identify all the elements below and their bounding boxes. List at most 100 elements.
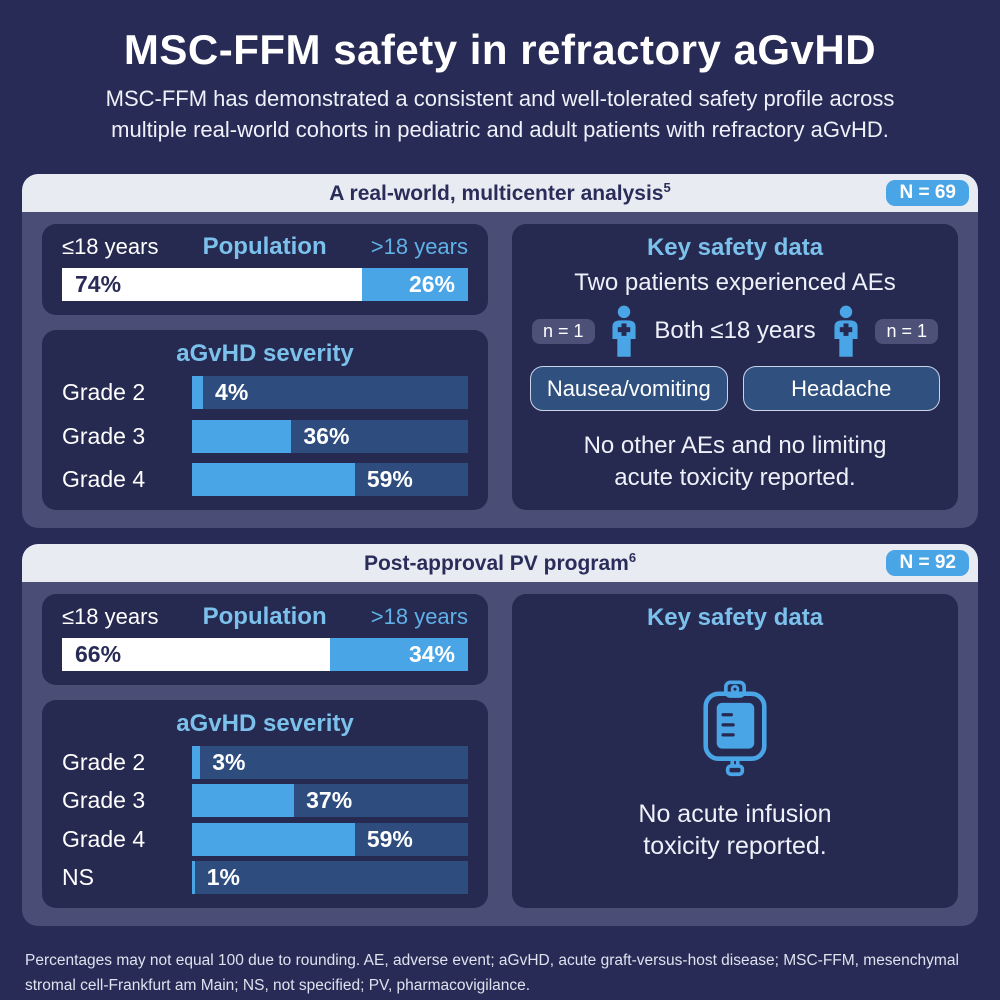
footnote: Percentages may not equal 100 due to rou… xyxy=(25,948,975,998)
population-bar-over18-segment: 26% xyxy=(362,268,468,301)
page-title: MSC-FFM safety in refractory aGvHD xyxy=(123,26,877,73)
panel-right-column: Key safety data Two patients experienced… xyxy=(512,224,958,510)
severity-bar-row: Grade 2 4% xyxy=(62,376,468,409)
severity-bar-track: 3% xyxy=(192,746,468,779)
panel-real-world-analysis: A real-world, multicenter analysis5 N = … xyxy=(22,174,978,528)
severity-bar-value: 1% xyxy=(206,863,240,890)
severity-bar-row: NS 1% xyxy=(62,860,468,894)
panel-title-superscript: 6 xyxy=(628,550,637,565)
severity-bar-track: 59% xyxy=(192,822,468,856)
iv-bag-icon-wrapper xyxy=(702,680,768,782)
population-over18-value: 34% xyxy=(408,641,455,667)
key-safety-note-line1: No other AEs and no limiting xyxy=(583,432,887,459)
panel-header: A real-world, multicenter analysis5 N = … xyxy=(22,174,978,212)
severity-title: aGvHD severity xyxy=(176,340,354,367)
population-card: ≤18 years Population >18 years 74% 26% xyxy=(42,224,488,315)
population-title: Population xyxy=(202,233,327,260)
severity-bar-fill xyxy=(192,784,295,818)
key-safety-note: No other AEs and no limiting acute toxic… xyxy=(584,430,887,498)
severity-grade-label: NS xyxy=(62,863,94,890)
population-bar-under18-segment: 66% xyxy=(62,638,330,671)
severity-bar-fill xyxy=(192,860,195,894)
patients-row: n = 1 Both ≤18 years xyxy=(530,305,940,357)
severity-bar-row: Grade 4 59% xyxy=(62,463,468,496)
population-card: ≤18 years Population >18 years 66% 34% xyxy=(42,594,488,685)
infographic-root: MSC-FFM safety in refractory aGvHD MSC-F… xyxy=(0,26,1000,998)
population-stacked-bar: 74% 26% xyxy=(62,268,468,301)
severity-bar-row: Grade 3 36% xyxy=(62,419,468,453)
panel-right-column: Key safety data xyxy=(512,594,958,908)
n-equals-1-badge-right: n = 1 xyxy=(875,318,938,344)
population-left-label: ≤18 years xyxy=(62,234,159,259)
severity-bar-fill xyxy=(192,376,204,409)
panel-title: Post-approval PV program6 xyxy=(364,550,636,576)
n-badge: N = 69 xyxy=(886,180,969,206)
severity-bar-track: 1% xyxy=(192,860,468,894)
severity-bar-value: 37% xyxy=(306,787,353,814)
population-over18-value: 26% xyxy=(408,271,455,297)
severity-bar-fill xyxy=(192,419,292,453)
severity-bar-value: 36% xyxy=(303,422,350,449)
key-safety-statement: Two patients experienced AEs xyxy=(574,269,896,296)
patient-icon xyxy=(833,305,858,357)
key-safety-note: No acute infusion toxicity reported. xyxy=(638,798,831,866)
adverse-event-pills: Nausea/vomiting Headache xyxy=(530,366,940,411)
key-safety-title: Key safety data xyxy=(646,234,824,261)
severity-bar-row: Grade 4 59% xyxy=(62,822,468,856)
severity-bar-fill xyxy=(192,463,355,496)
population-bar-over18-segment: 34% xyxy=(329,638,468,671)
severity-card: aGvHD severity Grade 2 3% Grade 3 37% Grade … xyxy=(42,700,488,908)
severity-bar-value: 4% xyxy=(215,379,249,405)
severity-bar-fill xyxy=(192,822,355,856)
severity-bar-track: 36% xyxy=(192,419,468,453)
panel-title-text: A real-world, multicenter analysis xyxy=(329,182,664,205)
page-subtitle-line2: multiple real-world cohorts in pediatric… xyxy=(111,117,889,142)
population-right-label: >18 years xyxy=(370,234,468,259)
severity-grade-label: Grade 2 xyxy=(62,749,146,775)
severity-bar-track: 37% xyxy=(192,784,468,818)
severity-bar-row: Grade 2 3% xyxy=(62,746,468,779)
n-equals-1-badge-left: n = 1 xyxy=(532,318,595,344)
key-safety-note-line1: No acute infusion xyxy=(638,800,832,828)
severity-grade-label: Grade 3 xyxy=(62,787,146,814)
population-under18-value: 74% xyxy=(75,271,122,297)
severity-bar-row: Grade 3 37% xyxy=(62,784,468,818)
page-subtitle-line1: MSC-FFM has demonstrated a consistent an… xyxy=(105,86,895,111)
severity-bar-chart: Grade 2 3% Grade 3 37% Grade 4 59% NS 1% xyxy=(62,746,468,894)
footnote-line1: Percentages may not equal 100 due to rou… xyxy=(25,952,959,969)
population-right-label: >18 years xyxy=(370,604,468,629)
panel-title-text: Post-approval PV program xyxy=(363,552,629,575)
population-bar-under18-segment: 74% xyxy=(62,268,363,301)
key-safety-note-line2: acute toxicity reported. xyxy=(614,464,856,491)
patient-icon xyxy=(612,305,637,357)
severity-bar-track: 4% xyxy=(192,376,468,409)
population-labels: ≤18 years Population >18 years xyxy=(62,233,468,261)
key-safety-note-line2: toxicity reported. xyxy=(643,832,827,860)
severity-grade-label: Grade 2 xyxy=(62,379,146,405)
severity-card: aGvHD severity Grade 2 4% Grade 3 36% Grade … xyxy=(42,330,488,510)
population-left-label: ≤18 years xyxy=(62,604,159,629)
adverse-event-pill-nausea: Nausea/vomiting xyxy=(530,366,728,411)
panel-title: A real-world, multicenter analysis5 xyxy=(329,180,670,206)
severity-bar-track: 59% xyxy=(192,463,468,496)
severity-grade-label: Grade 4 xyxy=(62,466,146,492)
population-title: Population xyxy=(202,603,327,630)
population-labels: ≤18 years Population >18 years xyxy=(62,603,468,631)
key-safety-card: Key safety data Two patients experienced… xyxy=(512,224,958,510)
page-subtitle: MSC-FFM has demonstrated a consistent an… xyxy=(0,83,1000,145)
population-stacked-bar: 66% 34% xyxy=(62,638,468,671)
severity-grade-label: Grade 3 xyxy=(62,422,146,449)
panel-header: Post-approval PV program6 N = 92 xyxy=(22,544,978,582)
severity-bar-fill xyxy=(192,746,201,779)
severity-bar-value: 59% xyxy=(366,466,413,492)
panel-pv-program: Post-approval PV program6 N = 92 ≤18 yea… xyxy=(22,544,978,926)
footnote-line2: stromal cell-Frankfurt am Main; NS, not … xyxy=(25,977,531,994)
panel-left-column: ≤18 years Population >18 years 74% 26% a… xyxy=(42,224,488,510)
panel-left-column: ≤18 years Population >18 years 66% 34% a… xyxy=(42,594,488,908)
panel-body: ≤18 years Population >18 years 66% 34% a… xyxy=(22,582,978,926)
severity-bar-value: 3% xyxy=(212,749,246,775)
key-safety-title: Key safety data xyxy=(646,604,824,631)
adverse-event-pill-headache: Headache xyxy=(742,366,940,411)
panel-title-superscript: 5 xyxy=(663,180,671,195)
severity-grade-label: Grade 4 xyxy=(62,825,146,852)
